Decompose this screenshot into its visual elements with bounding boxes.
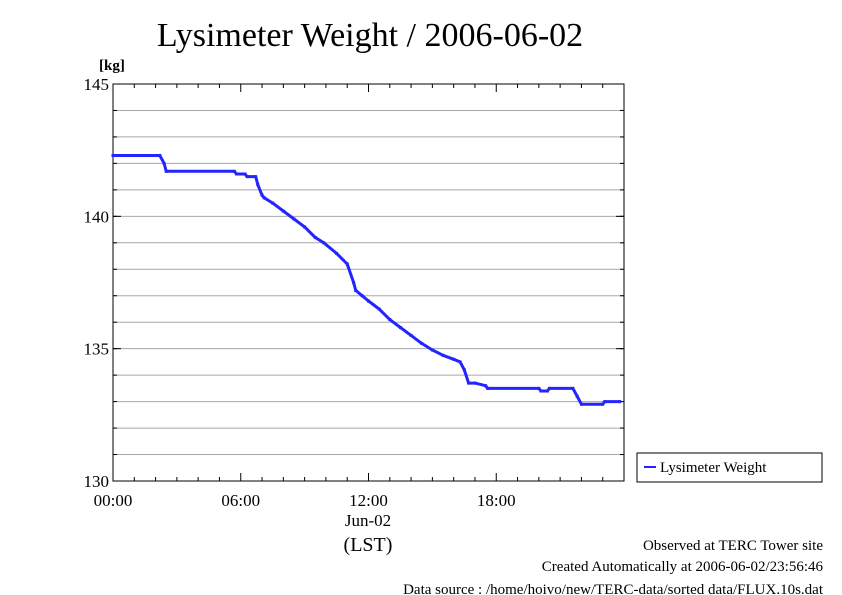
- series-point-0-25: [388, 318, 392, 322]
- x-tick-label-3: 18:00: [477, 491, 516, 510]
- series-point-0-19: [345, 262, 349, 266]
- series-point-0-43: [575, 394, 579, 398]
- series-point-0-17: [322, 241, 326, 245]
- y-tick-label-1: 135: [84, 340, 110, 359]
- series-point-0-33: [462, 368, 466, 372]
- y-axis-unit: [kg]: [99, 58, 125, 74]
- chart-title: Lysimeter Weight / 2006-06-02: [157, 17, 583, 54]
- series-point-0-41: [547, 386, 551, 390]
- series-point-0-47: [618, 400, 622, 404]
- series-point-0-38: [537, 386, 541, 390]
- y-tick-label-2: 140: [84, 207, 110, 226]
- series-point-0-14: [292, 217, 296, 221]
- series-point-0-29: [430, 348, 434, 352]
- series-point-0-12: [271, 201, 275, 205]
- series-point-0-28: [420, 341, 424, 345]
- series-point-0-9: [256, 183, 260, 187]
- legend-box: [636, 452, 823, 483]
- series-point-0-46: [603, 400, 607, 404]
- series-point-0-44: [579, 402, 583, 406]
- footer-source: Data source : /home/hoivo/new/TERC-data/…: [403, 582, 824, 595]
- series-point-0-45: [601, 402, 605, 406]
- series-point-0-5: [234, 172, 238, 176]
- series-layer: [111, 153, 622, 406]
- series-point-0-6: [243, 172, 247, 176]
- series-point-0-39: [539, 389, 543, 393]
- series-point-0-13: [281, 209, 285, 213]
- series-point-0-1: [158, 153, 162, 157]
- series-point-0-4: [232, 169, 236, 173]
- plot-frame: [112, 83, 625, 482]
- footer-created: Created Automatically at 2006-06-02/23:5…: [542, 559, 824, 575]
- x-tick-label-0: 00:00: [94, 491, 133, 510]
- minor-ticks: [113, 84, 624, 481]
- series-point-0-30: [441, 353, 445, 357]
- x-axis-timezone-label: (LST): [344, 534, 393, 556]
- series-point-0-10: [260, 193, 264, 197]
- series-point-0-42: [571, 386, 575, 390]
- gridlines: [113, 109, 624, 456]
- x-axis-date-label: Jun-02: [345, 511, 391, 530]
- series-point-0-26: [398, 325, 402, 329]
- y-axis-ticks: 130 135 140 145: [84, 75, 624, 491]
- footer-observed: Observed at TERC Tower site: [643, 538, 823, 554]
- series-point-0-34: [467, 381, 471, 385]
- series-line-0: [113, 154, 620, 406]
- series-point-0-20: [352, 281, 356, 284]
- series-point-0-7: [245, 175, 249, 179]
- x-axis-ticks: 00:00 06:00 12:00 18:00: [94, 84, 516, 510]
- y-tick-label-3: 145: [84, 75, 110, 94]
- series-point-0-15: [303, 225, 307, 229]
- series-point-0-18: [335, 251, 339, 255]
- series-point-0-2: [162, 161, 166, 165]
- series-point-0-3: [164, 169, 168, 173]
- series-point-0-24: [377, 307, 381, 311]
- series-point-0-21: [354, 288, 358, 292]
- series-point-0-35: [473, 381, 477, 385]
- series-point-0-8: [254, 175, 258, 179]
- x-tick-label-1: 06:00: [221, 491, 260, 510]
- x-tick-label-2: 12:00: [349, 491, 388, 510]
- series-point-0-23: [367, 299, 370, 303]
- series-point-0-32: [458, 360, 462, 364]
- series-point-0-11: [262, 196, 266, 200]
- series-point-0-16: [313, 236, 317, 240]
- series-point-0-22: [360, 294, 364, 298]
- series-point-0-40: [545, 389, 549, 393]
- series-point-0-36: [484, 384, 488, 388]
- legend-label: Lysimeter Weight: [660, 460, 767, 476]
- series-point-0-37: [486, 386, 490, 390]
- y-tick-label-0: 130: [84, 472, 110, 491]
- series-point-0-0: [111, 153, 115, 157]
- legend: Lysimeter Weight: [636, 452, 823, 483]
- series-point-0-27: [409, 333, 413, 337]
- series-point-0-31: [452, 357, 456, 361]
